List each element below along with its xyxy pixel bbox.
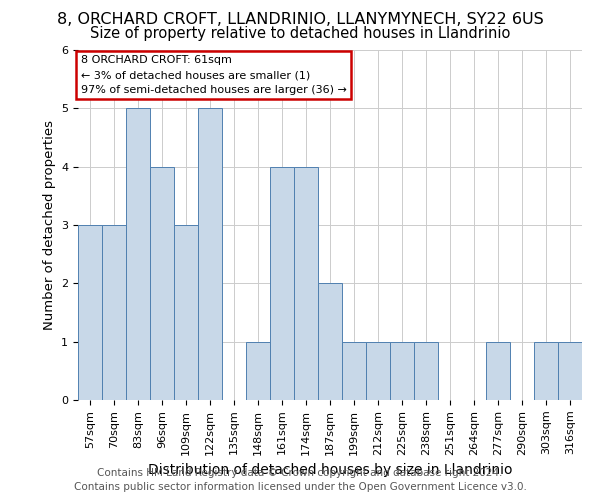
Bar [150,166,174,400]
Bar [534,342,558,400]
Y-axis label: Number of detached properties: Number of detached properties [43,120,56,330]
Bar [126,108,150,400]
Text: 8, ORCHARD CROFT, LLANDRINIO, LLANYMYNECH, SY22 6US: 8, ORCHARD CROFT, LLANDRINIO, LLANYMYNEC… [56,12,544,28]
Bar [174,225,198,400]
Bar [342,342,366,400]
Text: Contains HM Land Registry data © Crown copyright and database right 2024.
Contai: Contains HM Land Registry data © Crown c… [74,468,526,492]
Bar [366,342,390,400]
Text: Size of property relative to detached houses in Llandrinio: Size of property relative to detached ho… [90,26,510,41]
Bar [102,225,126,400]
Text: 8 ORCHARD CROFT: 61sqm
← 3% of detached houses are smaller (1)
97% of semi-detac: 8 ORCHARD CROFT: 61sqm ← 3% of detached … [80,56,346,95]
Bar [486,342,510,400]
Bar [270,166,294,400]
Bar [246,342,270,400]
Bar [558,342,582,400]
Bar [390,342,414,400]
Bar [294,166,318,400]
Bar [198,108,222,400]
Bar [414,342,438,400]
Bar [78,225,102,400]
Bar [318,284,342,400]
X-axis label: Distribution of detached houses by size in Llandrinio: Distribution of detached houses by size … [148,463,512,477]
